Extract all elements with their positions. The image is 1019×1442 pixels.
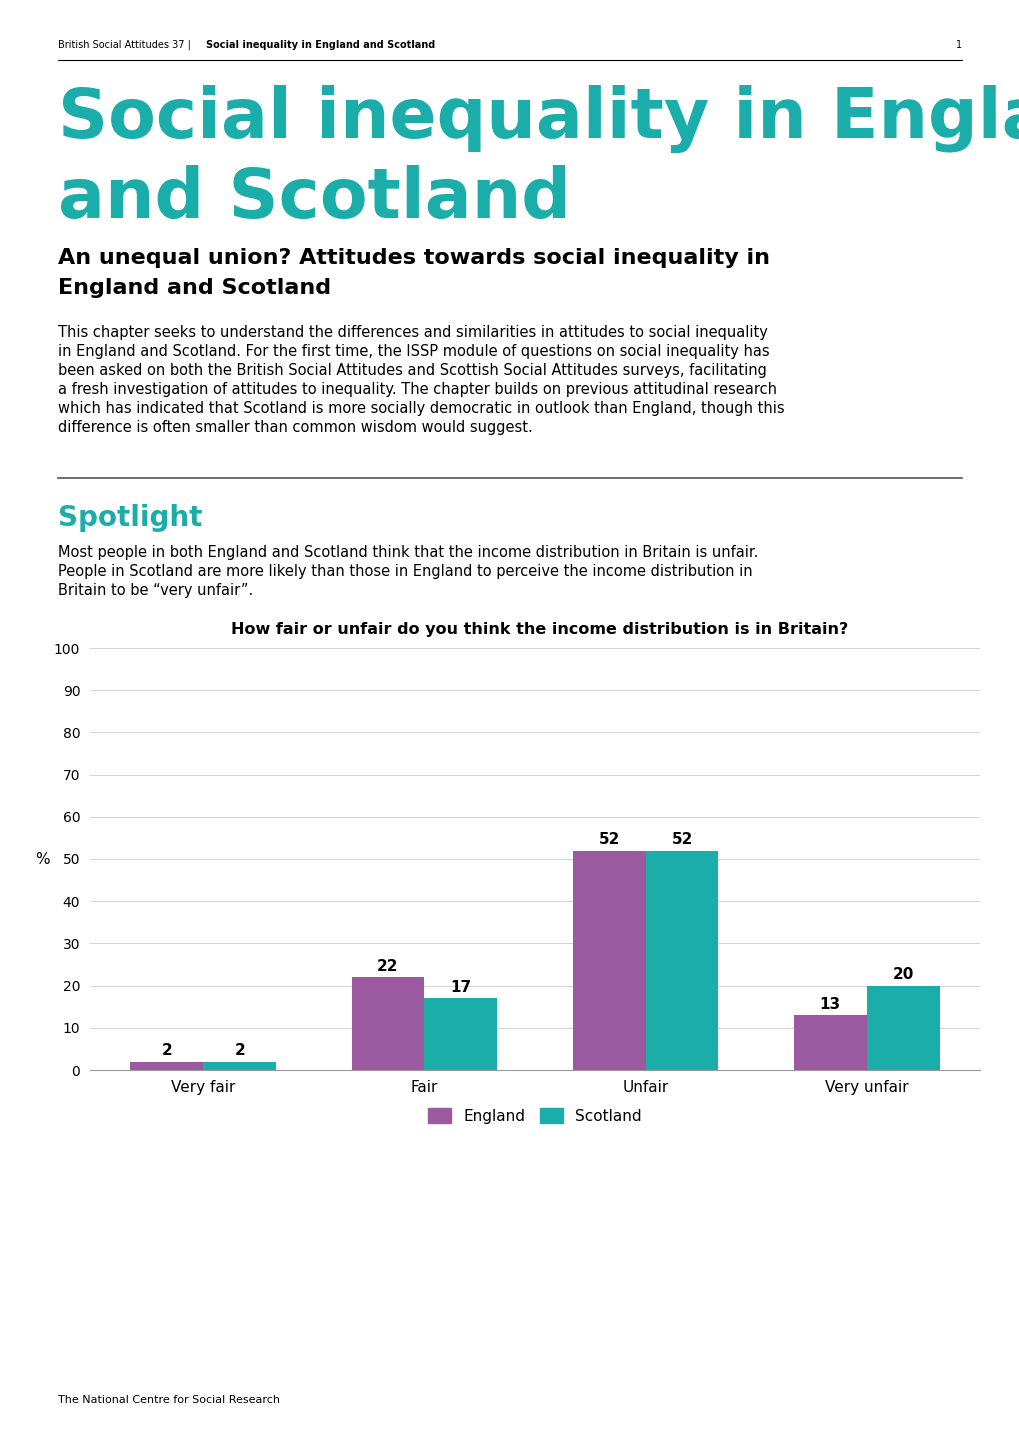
Bar [645,851,717,1070]
Text: 52: 52 [671,832,692,848]
Text: 13: 13 [818,996,840,1012]
Bar [866,985,938,1070]
Bar [424,998,497,1070]
Text: 2: 2 [161,1043,172,1058]
Text: Social inequality in England: Social inequality in England [58,85,1019,153]
Text: which has indicated that Scotland is more socially democratic in outlook than En: which has indicated that Scotland is mor… [58,401,784,415]
Text: difference is often smaller than common wisdom would suggest.: difference is often smaller than common … [58,420,532,435]
Text: Most people in both England and Scotland think that the income distribution in B: Most people in both England and Scotland… [58,545,758,559]
Text: This chapter seeks to understand the differences and similarities in attitudes t: This chapter seeks to understand the dif… [58,324,767,340]
Bar [203,1061,276,1070]
Bar [572,851,645,1070]
Text: Social inequality in England and Scotland: Social inequality in England and Scotlan… [206,40,435,50]
Text: An unequal union? Attitudes towards social inequality in: An unequal union? Attitudes towards soci… [58,248,769,268]
Text: 17: 17 [450,981,471,995]
Text: 2: 2 [234,1043,245,1058]
Text: Britain to be “very unfair”.: Britain to be “very unfair”. [58,583,253,598]
Text: British Social Attitudes 37 |: British Social Attitudes 37 | [58,39,194,50]
Y-axis label: %: % [36,851,50,867]
Text: and Scotland: and Scotland [58,164,571,232]
Bar [793,1015,866,1070]
Bar [130,1061,203,1070]
Text: Spotlight: Spotlight [58,505,202,532]
Text: People in Scotland are more likely than those in England to perceive the income : People in Scotland are more likely than … [58,564,752,580]
Text: 22: 22 [377,959,398,973]
Text: 20: 20 [892,968,913,982]
Text: 1: 1 [955,40,961,50]
Text: in England and Scotland. For the first time, the ISSP module of questions on soc: in England and Scotland. For the first t… [58,345,769,359]
Text: 52: 52 [598,832,620,848]
Text: England and Scotland: England and Scotland [58,278,331,298]
Bar [352,978,424,1070]
Text: How fair or unfair do you think the income distribution is in Britain?: How fair or unfair do you think the inco… [231,622,848,637]
Text: been asked on both the British Social Attitudes and Scottish Social Attitudes su: been asked on both the British Social At… [58,363,766,378]
Legend: England, Scotland: England, Scotland [422,1102,647,1131]
Text: a fresh investigation of attitudes to inequality. The chapter builds on previous: a fresh investigation of attitudes to in… [58,382,776,397]
Text: The National Centre for Social Research: The National Centre for Social Research [58,1394,280,1405]
